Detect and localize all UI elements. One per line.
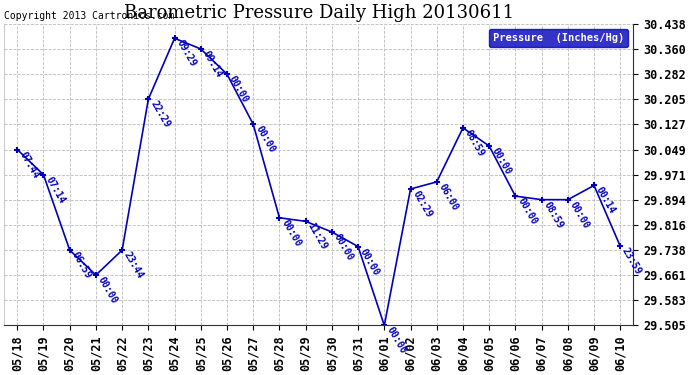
- Text: 00:00: 00:00: [279, 218, 303, 248]
- Text: 09:14: 09:14: [201, 49, 224, 80]
- Text: 11:29: 11:29: [306, 221, 329, 252]
- Text: 00:00: 00:00: [227, 74, 250, 105]
- Text: 00:00: 00:00: [384, 326, 408, 356]
- Text: 23:44: 23:44: [122, 250, 146, 280]
- Text: 06:00: 06:00: [437, 182, 460, 212]
- Text: 23:59: 23:59: [620, 246, 644, 277]
- Text: 00:00: 00:00: [332, 232, 355, 262]
- Text: 02:29: 02:29: [411, 189, 434, 219]
- Text: 22:29: 22:29: [148, 99, 172, 129]
- Text: 08:59: 08:59: [542, 200, 565, 230]
- Title: Barometric Pressure Daily High 20130611: Barometric Pressure Daily High 20130611: [124, 4, 514, 22]
- Text: 00:00: 00:00: [358, 247, 382, 277]
- Text: 07:14: 07:14: [43, 175, 67, 205]
- Text: 09:29: 09:29: [175, 38, 198, 69]
- Text: 00:00: 00:00: [515, 196, 539, 226]
- Text: 00:00: 00:00: [568, 200, 591, 230]
- Text: 07:44: 07:44: [17, 150, 41, 180]
- Text: Copyright 2013 Cartronics.com: Copyright 2013 Cartronics.com: [4, 11, 175, 21]
- Text: 00:00: 00:00: [253, 124, 277, 155]
- Text: 00:14: 00:14: [594, 186, 618, 216]
- Text: 08:59: 08:59: [463, 128, 486, 158]
- Legend: Pressure  (Inches/Hg): Pressure (Inches/Hg): [489, 29, 628, 47]
- Text: 06:59: 06:59: [70, 250, 93, 280]
- Text: 00:00: 00:00: [489, 146, 513, 176]
- Text: 00:00: 00:00: [96, 275, 119, 306]
